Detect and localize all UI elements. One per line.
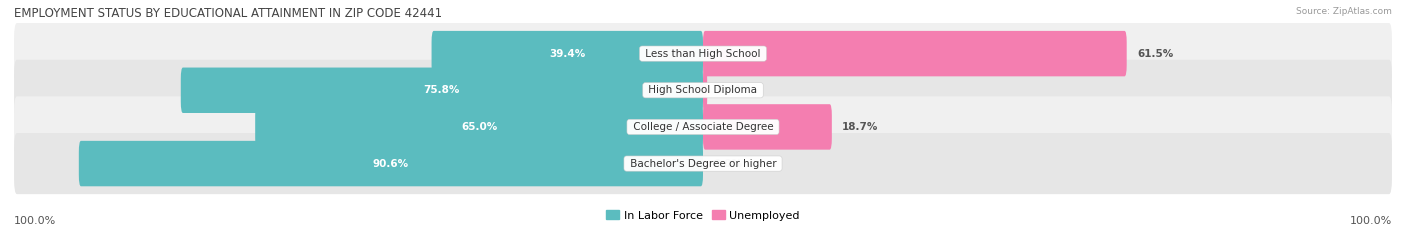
Text: Source: ZipAtlas.com: Source: ZipAtlas.com	[1296, 7, 1392, 16]
Text: 0.6%: 0.6%	[717, 85, 747, 95]
FancyBboxPatch shape	[14, 23, 1392, 84]
Text: 18.7%: 18.7%	[842, 122, 879, 132]
FancyBboxPatch shape	[181, 68, 703, 113]
Text: 0.0%: 0.0%	[713, 159, 742, 168]
FancyBboxPatch shape	[432, 31, 703, 76]
Text: 100.0%: 100.0%	[1350, 216, 1392, 226]
Text: High School Diploma: High School Diploma	[645, 85, 761, 95]
Text: 75.8%: 75.8%	[423, 85, 460, 95]
Text: 65.0%: 65.0%	[461, 122, 498, 132]
FancyBboxPatch shape	[14, 133, 1392, 194]
Text: 39.4%: 39.4%	[550, 49, 585, 59]
FancyBboxPatch shape	[703, 31, 1126, 76]
Text: College / Associate Degree: College / Associate Degree	[630, 122, 776, 132]
FancyBboxPatch shape	[14, 60, 1392, 121]
Text: EMPLOYMENT STATUS BY EDUCATIONAL ATTAINMENT IN ZIP CODE 42441: EMPLOYMENT STATUS BY EDUCATIONAL ATTAINM…	[14, 7, 441, 20]
FancyBboxPatch shape	[79, 141, 703, 186]
FancyBboxPatch shape	[254, 104, 703, 150]
Text: Less than High School: Less than High School	[643, 49, 763, 59]
Text: 100.0%: 100.0%	[14, 216, 56, 226]
FancyBboxPatch shape	[703, 68, 707, 113]
FancyBboxPatch shape	[703, 104, 832, 150]
Legend: In Labor Force, Unemployed: In Labor Force, Unemployed	[602, 206, 804, 225]
Text: Bachelor's Degree or higher: Bachelor's Degree or higher	[627, 159, 779, 168]
Text: 61.5%: 61.5%	[1137, 49, 1173, 59]
FancyBboxPatch shape	[14, 96, 1392, 158]
Text: 90.6%: 90.6%	[373, 159, 409, 168]
